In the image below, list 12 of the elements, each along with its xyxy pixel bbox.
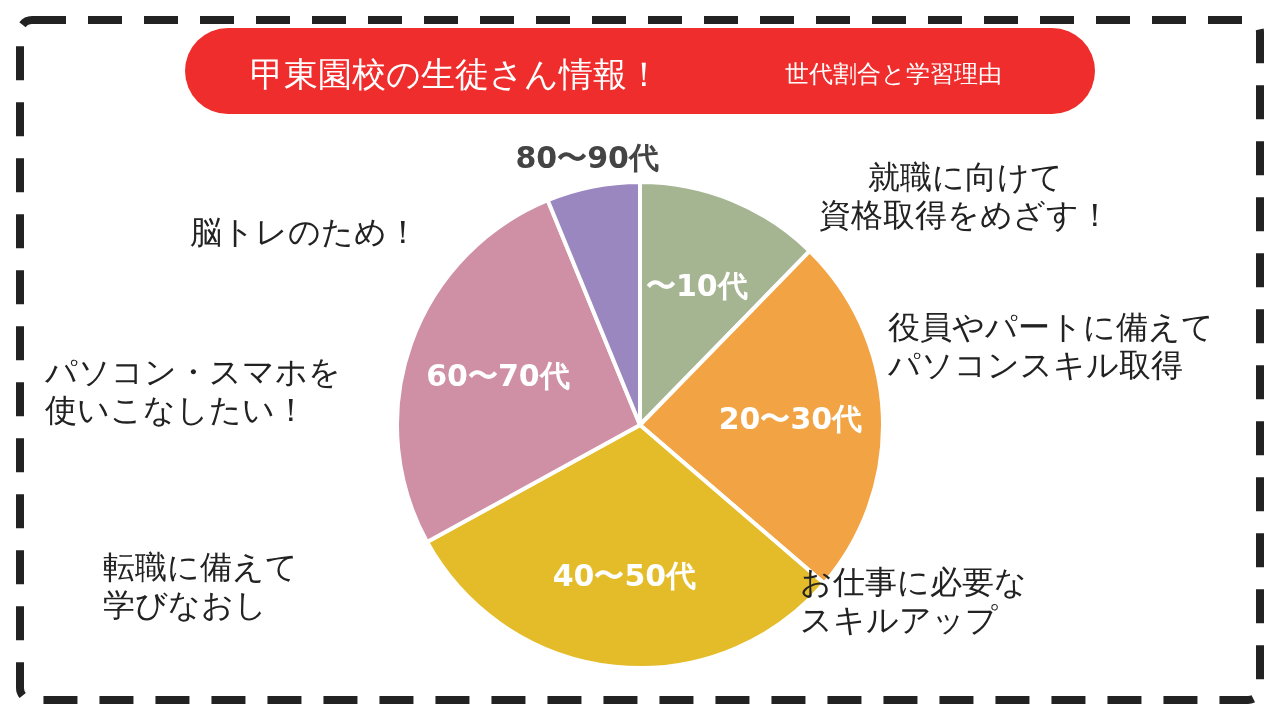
slice-label: 20〜30代 xyxy=(718,401,863,437)
slice-label: 80〜90代 xyxy=(515,140,659,176)
slice-label: 40〜50代 xyxy=(552,557,697,593)
text: 転職に備えて学びなおし xyxy=(103,548,298,624)
chart-subtitle: 世代割合と学習理由 xyxy=(785,60,1002,88)
chart-title: 甲東園校の生徒さん情報！ xyxy=(250,54,661,94)
text: 就職に向けて資格取得をめざす！ xyxy=(819,158,1111,234)
slice-label: 60〜70代 xyxy=(426,357,570,393)
text: 脳トレのため！ xyxy=(190,213,419,251)
text: パソコン・スマホを使いこなしたい！ xyxy=(44,353,341,429)
slice-label: 〜10代 xyxy=(645,268,748,304)
text: 役員やパートに備えてパソコンスキル取得 xyxy=(887,308,1214,384)
